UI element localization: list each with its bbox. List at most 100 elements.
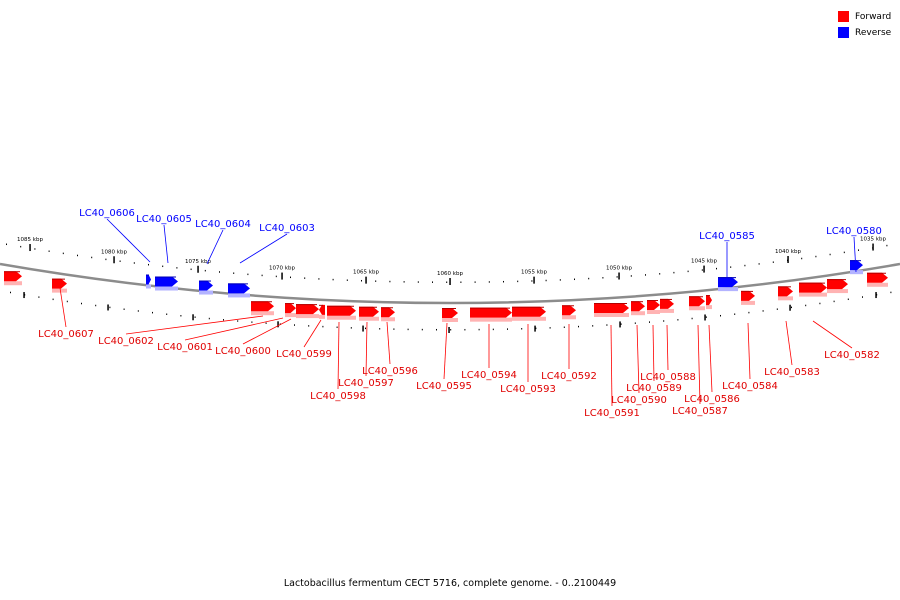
label-leader-line bbox=[386, 321, 391, 365]
label-leader-line bbox=[666, 324, 669, 371]
label-leader-line bbox=[206, 229, 224, 265]
reverse-gene-label: LC40_0580 bbox=[826, 226, 882, 237]
forward-gene-block bbox=[4, 271, 22, 286]
scale-dot bbox=[517, 280, 519, 283]
scale-dot bbox=[393, 328, 395, 330]
forward-gene-label: LC40_0588 bbox=[640, 372, 696, 383]
scale-dot bbox=[66, 300, 68, 303]
scale-dot bbox=[634, 322, 636, 324]
forward-gene-block bbox=[706, 295, 712, 310]
scale-dot bbox=[833, 300, 835, 303]
forward-gene-block bbox=[867, 272, 888, 287]
scale-dot bbox=[858, 249, 859, 251]
forward-gene-label: LC40_0600 bbox=[215, 346, 271, 357]
scale-dot bbox=[361, 279, 362, 282]
forward-gene-label: LC40_0592 bbox=[541, 371, 597, 382]
scale-dot bbox=[180, 315, 182, 317]
forward-gene-block bbox=[512, 306, 546, 321]
forward-gene-label: LC40_0590 bbox=[611, 395, 667, 406]
legend-forward: Forward bbox=[838, 9, 891, 24]
scale-dot bbox=[137, 310, 139, 312]
scale-dot bbox=[34, 248, 36, 250]
forward-gene-label: LC40_0583 bbox=[764, 367, 820, 378]
scale-dot bbox=[606, 324, 608, 326]
scale-major-tick bbox=[365, 276, 367, 284]
scale-dot bbox=[38, 296, 40, 298]
scale-dot bbox=[223, 319, 224, 321]
scale-dot bbox=[389, 280, 391, 283]
scale-dot bbox=[417, 281, 419, 283]
forward-gene-block bbox=[327, 305, 356, 320]
scale-dot bbox=[464, 328, 466, 331]
label-leader-line bbox=[106, 218, 151, 263]
reverse-gene-block bbox=[155, 276, 178, 291]
label-leader-line bbox=[443, 322, 448, 380]
scale-dot bbox=[815, 255, 817, 258]
label-leaders bbox=[59, 218, 857, 407]
scale-dot bbox=[194, 316, 196, 318]
scale-dot bbox=[545, 279, 547, 282]
forward-gene-block bbox=[827, 279, 848, 294]
scale-dot bbox=[152, 311, 153, 314]
reverse-gene-label: LC40_0585 bbox=[699, 231, 755, 242]
scale-minor-tick bbox=[362, 325, 364, 332]
scale-dot bbox=[578, 325, 579, 328]
genome-backbone bbox=[0, 262, 900, 305]
reverse-gene-label: LC40_0605 bbox=[136, 214, 192, 225]
legend: Forward Reverse bbox=[838, 9, 891, 41]
scale-dot bbox=[616, 276, 618, 278]
scale-dot bbox=[48, 250, 50, 252]
scale-ticks: 1085 kbp 1080 kbp 1075 kbp 1070 kbp 1065 kbp… bbox=[6, 237, 892, 333]
scale-dot bbox=[133, 262, 135, 264]
scale-dot bbox=[20, 245, 22, 248]
forward-gene-label: LC40_0602 bbox=[98, 336, 154, 347]
scale-dot bbox=[659, 273, 661, 275]
scale-dot bbox=[237, 320, 239, 322]
scale-tick-label: 1085 kbp bbox=[17, 237, 43, 243]
scale-minor-tick bbox=[789, 304, 791, 311]
legend-reverse-label: Reverse bbox=[855, 27, 892, 38]
scale-dot bbox=[261, 274, 263, 277]
scale-tick-label: 1080 kbp bbox=[101, 249, 127, 255]
scale-dot bbox=[862, 296, 863, 298]
scale-tick-label: 1070 kbp bbox=[269, 266, 295, 272]
forward-gene-label: LC40_0589 bbox=[626, 383, 682, 394]
scale-dot bbox=[705, 316, 707, 318]
label-leader-line bbox=[239, 233, 288, 264]
scale-dot bbox=[559, 279, 561, 281]
forward-gene-block bbox=[647, 300, 660, 315]
scale-dot bbox=[574, 278, 575, 281]
scale-dot bbox=[308, 325, 310, 327]
scale-dot bbox=[734, 313, 736, 315]
scale-dot bbox=[602, 277, 604, 279]
scale-major-tick bbox=[618, 272, 620, 280]
scale-tick-label: 1060 kbp bbox=[437, 271, 463, 277]
scale-dot bbox=[375, 280, 377, 282]
forward-gene-label: LC40_0597 bbox=[338, 378, 394, 389]
label-leader-line bbox=[708, 324, 713, 393]
forward-gene-label: LC40_0586 bbox=[684, 394, 740, 405]
scale-major-tick bbox=[533, 276, 535, 284]
scale-major-tick bbox=[787, 255, 789, 263]
forward-gene-label: LC40_0601 bbox=[157, 342, 213, 353]
scale-dot bbox=[531, 280, 533, 282]
scale-dot bbox=[801, 257, 803, 260]
forward-gene-block bbox=[285, 303, 296, 318]
legend-forward-label: Forward bbox=[855, 11, 892, 22]
legend-reverse: Reverse bbox=[838, 25, 891, 40]
scale-dot bbox=[758, 263, 760, 265]
scale-tick-label: 1040 kbp bbox=[775, 249, 801, 255]
scale-dot bbox=[294, 324, 295, 326]
reverse-gene-label: LC40_0606 bbox=[79, 208, 135, 219]
scale-dot bbox=[691, 317, 693, 320]
scale-dot bbox=[432, 281, 433, 283]
forward-gene-label: LC40_0599 bbox=[276, 349, 332, 360]
forward-gene-label: LC40_0607 bbox=[38, 329, 94, 340]
scale-dot bbox=[123, 308, 125, 310]
scale-dot bbox=[843, 251, 845, 254]
gene-blocks bbox=[4, 260, 888, 322]
scale-dot bbox=[819, 302, 821, 305]
scale-dot bbox=[336, 326, 338, 329]
scale-dot bbox=[436, 328, 437, 331]
scale-major-tick bbox=[703, 265, 705, 273]
